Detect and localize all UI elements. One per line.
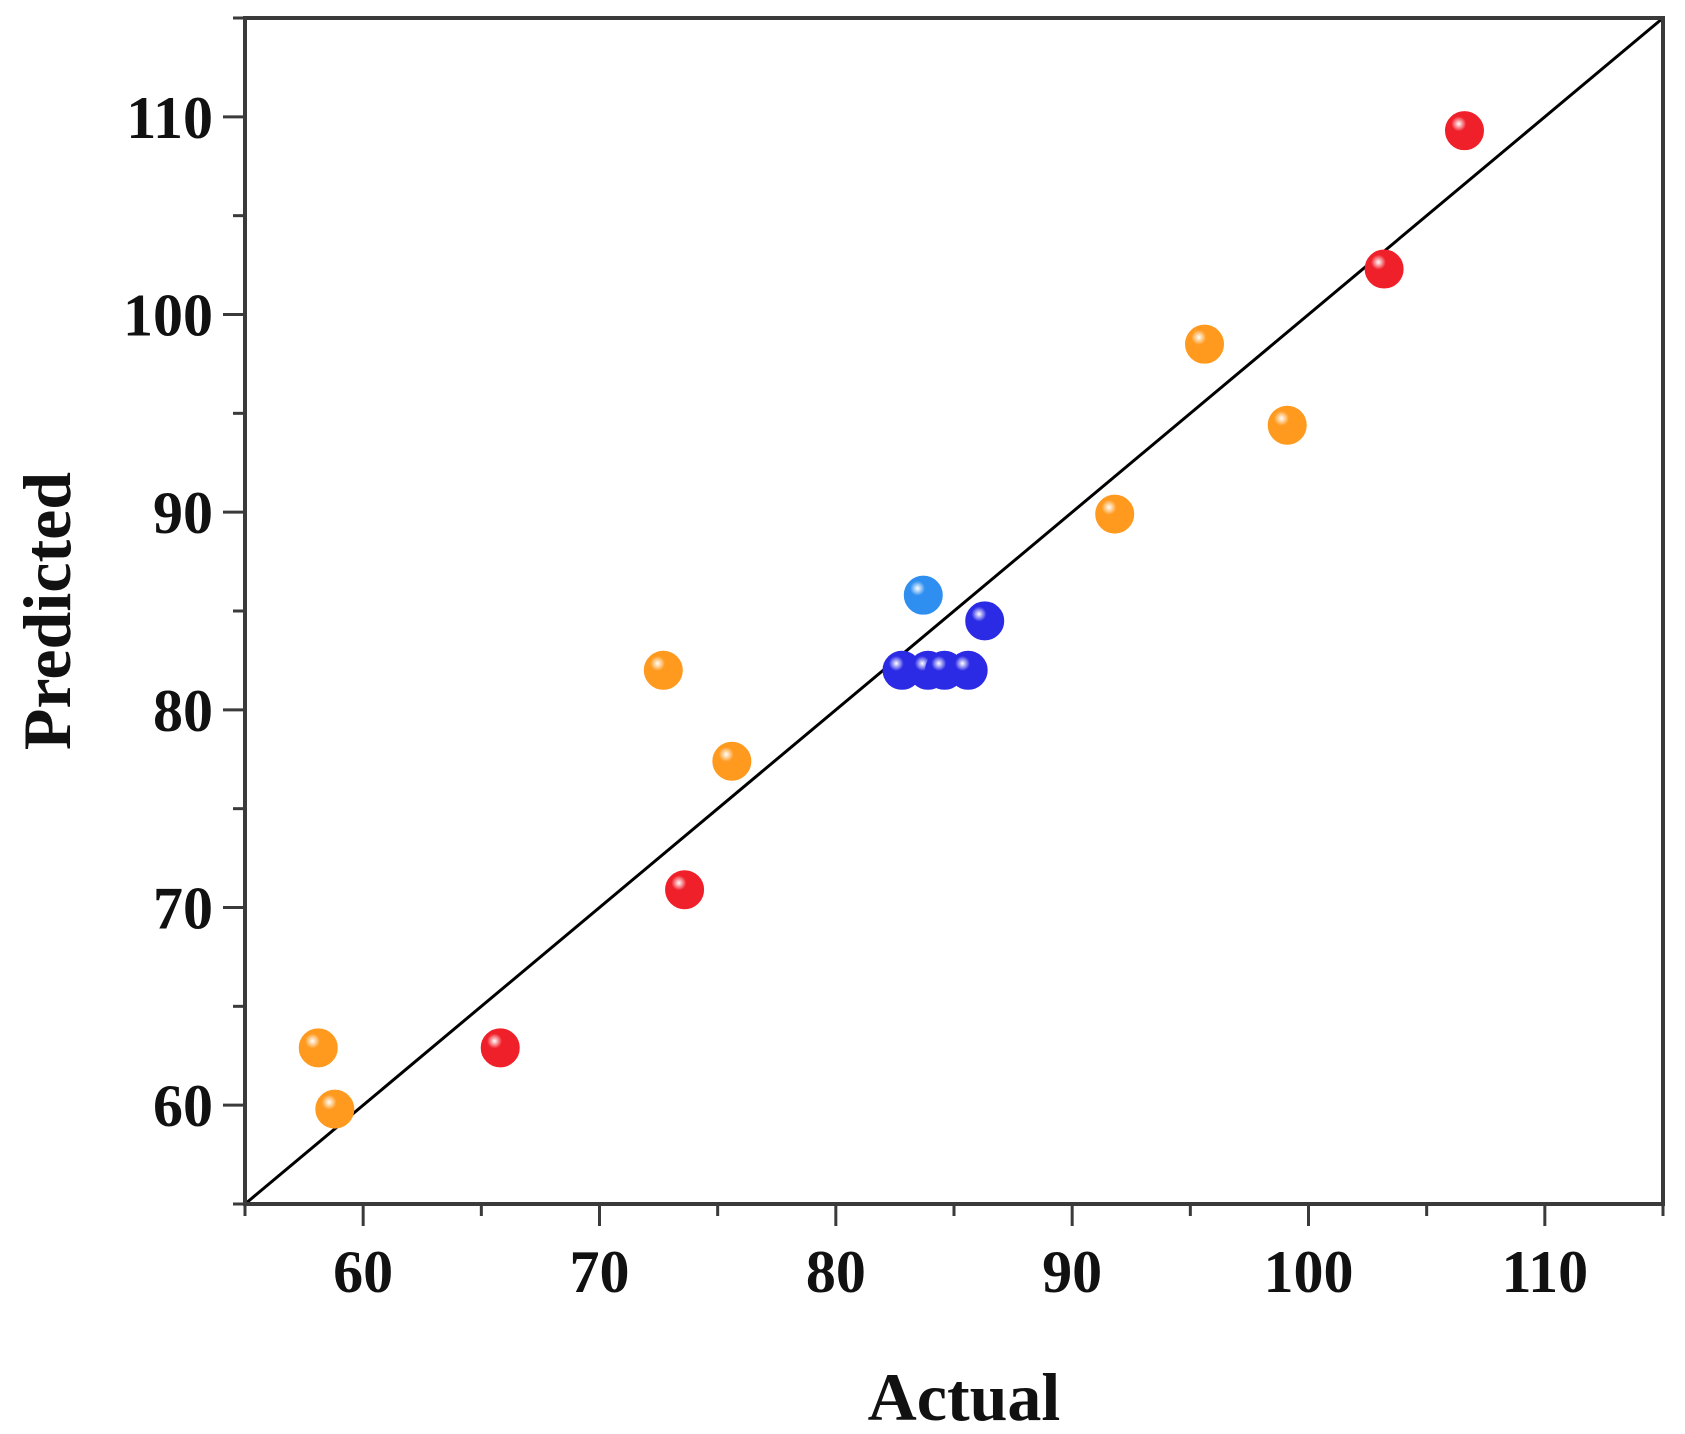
data-point: [712, 741, 752, 781]
x-tick-label: 100: [1264, 1239, 1354, 1305]
data-point: [298, 1028, 338, 1068]
y-tick-label: 90: [153, 480, 213, 546]
data-point: [315, 1089, 355, 1129]
data-point: [903, 575, 943, 615]
data-point: [665, 870, 705, 910]
x-tick-label: 80: [806, 1239, 866, 1305]
y-tick-label: 80: [153, 678, 213, 744]
data-point: [1364, 249, 1404, 289]
x-tick-label: 70: [570, 1239, 630, 1305]
x-tick-label: 90: [1042, 1239, 1102, 1305]
y-tick-label: 100: [123, 283, 213, 349]
y-axis-title: Predicted: [9, 472, 85, 750]
data-point: [1267, 405, 1307, 445]
y-tick-label: 110: [126, 85, 213, 151]
y-tick-label: 70: [153, 876, 213, 942]
data-point: [1095, 494, 1135, 534]
data-point: [948, 650, 988, 690]
data-point: [480, 1028, 520, 1068]
data-point: [643, 650, 683, 690]
data-point: [1444, 111, 1484, 151]
x-tick-label: 110: [1501, 1239, 1588, 1305]
data-point: [965, 601, 1005, 641]
x-axis-title: Actual: [868, 1359, 1061, 1434]
data-point: [1185, 324, 1225, 364]
y-tick-label: 60: [153, 1073, 213, 1139]
x-tick-label: 60: [333, 1239, 393, 1305]
reference-line: [244, 16, 1664, 1206]
